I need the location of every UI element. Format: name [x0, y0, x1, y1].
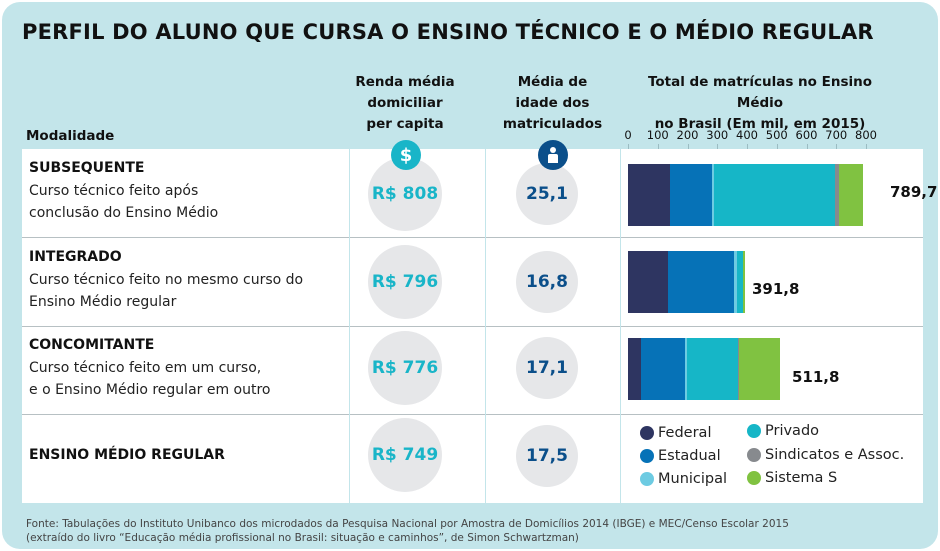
source-note: Fonte: Tabulações do Instituto Unibanco … — [26, 517, 789, 545]
legend-swatch — [747, 471, 761, 485]
bar-segment-estadual — [669, 164, 713, 226]
chart-title: Total de matrículas no Ensino Médio no B… — [625, 72, 895, 135]
legend-label: Federal — [658, 425, 712, 441]
bar-segment-sistema-s — [738, 338, 781, 400]
renda-value: R$ 776 — [368, 331, 442, 405]
bar-segment-sistema-s — [838, 164, 864, 226]
modalidade-name: CONCOMITANTE — [29, 337, 155, 353]
profile-table: SUBSEQUENTE Curso técnico feito após con… — [22, 149, 937, 503]
column-divider — [349, 149, 350, 503]
desc-line: e o Ensino Médio regular em outro — [29, 382, 271, 398]
bar-segment-privado — [736, 251, 743, 313]
dollar-icon: $ — [391, 140, 421, 170]
desc-line: Ensino Médio regular — [29, 294, 177, 310]
person-icon — [538, 140, 568, 170]
bar-segment-sindicatos-e-assoc — [835, 164, 839, 226]
legend-swatch — [747, 424, 761, 438]
chart-title-line: no Brasil (Em mil, em 2015) — [654, 116, 866, 132]
legend-item: Privado — [747, 423, 819, 439]
header-idade: Média de idade dos matriculados — [490, 72, 615, 135]
column-divider — [485, 149, 486, 503]
bar-segment-estadual — [641, 338, 686, 400]
modalidade-name: SUBSEQUENTE — [29, 160, 145, 176]
desc-line: Curso técnico feito após — [29, 183, 199, 199]
bar-segment-federal — [628, 251, 668, 313]
header-renda-line: domiciliar — [367, 95, 443, 111]
idade-value: 17,5 — [516, 425, 578, 487]
desc-line: conclusão do Ensino Médio — [29, 205, 219, 221]
bar-segment-federal — [628, 164, 670, 226]
legend-swatch — [640, 426, 654, 440]
bar-segment-municipal — [685, 338, 687, 400]
legend-item: Sindicatos e Assoc. — [747, 447, 904, 463]
modalidade-desc: Curso técnico feito após conclusão do En… — [29, 180, 218, 224]
header-idade-line: matriculados — [502, 116, 603, 132]
page-title: PERFIL DO ALUNO QUE CURSA O ENSINO TÉCNI… — [22, 20, 874, 44]
legend-label: Privado — [765, 423, 820, 439]
desc-line: Curso técnico feito em um curso, — [29, 360, 262, 376]
bar-segment-federal — [628, 338, 642, 400]
idade-value: 17,1 — [516, 337, 578, 399]
header-idade-line: Média de — [517, 74, 588, 90]
header-idade-line: idade dos — [515, 95, 590, 111]
legend-label: Municipal — [658, 471, 728, 487]
desc-line: Curso técnico feito no mesmo curso do — [29, 272, 304, 288]
modalidade-desc: Curso técnico feito no mesmo curso do En… — [29, 269, 303, 313]
legend-label: Sindicatos e Assoc. — [765, 447, 905, 463]
table-row — [22, 238, 923, 327]
legend-swatch — [747, 448, 761, 462]
renda-value: R$ 796 — [368, 245, 442, 319]
table-row — [22, 149, 923, 238]
legend-swatch — [640, 449, 654, 463]
legend-item: Estadual — [640, 448, 721, 464]
legend-label: Estadual — [658, 448, 721, 464]
header-renda-line: Renda média — [355, 74, 455, 90]
column-divider — [620, 149, 621, 503]
bar-segment-municipal — [712, 164, 715, 226]
bar-segment-sindicatos-e-assoc — [742, 251, 744, 313]
legend-item: Municipal — [640, 471, 727, 487]
bar-segment-municipal — [733, 251, 737, 313]
renda-value: R$ 749 — [368, 418, 442, 492]
source-line: Fonte: Tabulações do Instituto Unibanco … — [26, 518, 789, 530]
bar-segment-estadual — [667, 251, 734, 313]
bar-segment-privado — [714, 164, 836, 226]
header-renda-line: per capita — [366, 116, 444, 132]
total-label: 789,7 — [890, 183, 938, 201]
modalidade-name: INTEGRADO — [29, 249, 122, 265]
person-glyph — [548, 147, 558, 163]
header-renda: Renda média domiciliar per capita — [345, 72, 465, 135]
legend-item: Sistema S — [747, 470, 837, 486]
bar-segment-sistema-s — [743, 251, 745, 313]
source-line: (extraído do livro “Educação média profi… — [26, 532, 579, 544]
idade-value: 25,1 — [516, 163, 578, 225]
idade-value: 16,8 — [516, 251, 578, 313]
legend-swatch — [640, 472, 654, 486]
modalidade-desc: Curso técnico feito em um curso, e o Ens… — [29, 357, 271, 401]
bar-segment-privado — [686, 338, 738, 400]
legend-item: Federal — [640, 425, 711, 441]
total-label: 391,8 — [752, 280, 800, 298]
modalidade-name: ENSINO MÉDIO REGULAR — [29, 447, 225, 463]
legend-label: Sistema S — [765, 470, 838, 486]
table-row — [22, 326, 923, 415]
chart-title-line: Total de matrículas no Ensino Médio — [647, 74, 873, 111]
header-modalidade: Modalidade — [26, 128, 115, 144]
bar-segment-sindicatos-e-assoc — [737, 338, 739, 400]
total-label: 511,8 — [792, 368, 840, 386]
